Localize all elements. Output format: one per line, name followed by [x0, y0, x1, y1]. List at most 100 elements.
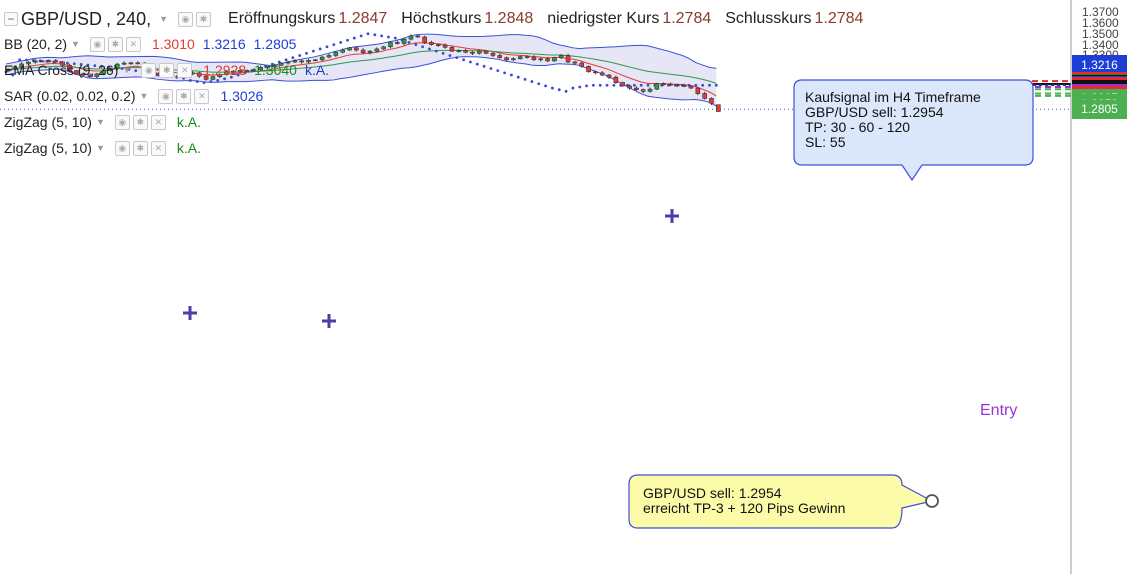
price-label: 1.3216: [1072, 55, 1127, 75]
sar-dot: [189, 79, 192, 82]
eye-icon[interactable]: ◉: [158, 88, 174, 104]
indicator-label[interactable]: ZigZag (5, 10): [4, 140, 92, 156]
gear-icon[interactable]: ✱: [132, 114, 148, 130]
gear-icon[interactable]: ✱: [159, 62, 175, 78]
callout-line: erreicht TP-3 + 120 Pips Gewinn: [643, 500, 846, 516]
candle: [449, 46, 455, 52]
candle: [531, 55, 537, 61]
sar-dot: [311, 49, 315, 53]
candle: [128, 61, 134, 65]
candle: [39, 60, 45, 63]
chevron-down-icon[interactable]: ▼: [95, 117, 105, 127]
sar-dot: [107, 65, 110, 69]
close-icon[interactable]: ✕: [150, 140, 166, 156]
chevron-down-icon[interactable]: ▼: [139, 91, 149, 101]
close-icon[interactable]: ✕: [150, 114, 166, 130]
candle: [654, 82, 660, 91]
sar-dot: [414, 43, 418, 47]
sar-dot: [571, 86, 575, 90]
candle: [688, 85, 694, 89]
gear-icon[interactable]: ✱: [107, 36, 123, 52]
candle: [12, 65, 18, 71]
candle: [647, 87, 653, 93]
sar-dot: [469, 60, 472, 64]
candle: [668, 82, 673, 86]
collapse-icon[interactable]: −: [4, 12, 18, 26]
callout-line: SL: 55: [805, 134, 846, 150]
sar-dot: [270, 62, 274, 66]
candle: [101, 69, 106, 76]
candle: [26, 61, 31, 66]
indicator-label[interactable]: EMA Cross (9, 26): [4, 62, 119, 78]
sar-dot: [448, 54, 452, 57]
y-tick-label: 1.3500: [1082, 26, 1119, 41]
timeframe[interactable]: 240: [116, 8, 147, 29]
anchor-circle-icon[interactable]: [925, 494, 939, 508]
sar-dot: [339, 41, 343, 44]
symbol-name[interactable]: GBP/USD: [21, 8, 103, 29]
top-callout-bubble[interactable]: [793, 79, 1034, 182]
indicator-label[interactable]: ZigZag (5, 10): [4, 114, 92, 130]
y-tick-label: 1.3400: [1082, 37, 1119, 52]
eye-icon[interactable]: ◉: [114, 140, 130, 156]
close-icon[interactable]: ✕: [194, 88, 210, 104]
sar-dot: [557, 88, 561, 92]
eye-icon[interactable]: ◉: [89, 36, 105, 52]
eye-icon[interactable]: ◉: [114, 114, 130, 130]
chevron-down-icon[interactable]: ▼: [159, 14, 169, 24]
chevron-down-icon[interactable]: ▼: [95, 143, 105, 153]
indicator-value: k.A.: [176, 114, 201, 130]
candle: [606, 73, 612, 79]
candle: [675, 83, 680, 88]
sar-dot: [694, 83, 698, 87]
candle: [94, 72, 100, 79]
sar-dot: [537, 82, 541, 86]
sar-dot: [277, 60, 281, 64]
gear-icon[interactable]: ✱: [176, 88, 192, 104]
y-tick-label: 1.3700: [1082, 5, 1119, 19]
open-value: 1.2847: [338, 10, 388, 27]
bollinger-band: [5, 33, 717, 107]
sar-dot: [632, 83, 636, 87]
candle: [53, 58, 59, 64]
sar-dot: [359, 34, 363, 38]
eye-icon[interactable]: ◉: [141, 62, 157, 78]
gear-icon[interactable]: ✱: [196, 11, 212, 27]
indicator-label[interactable]: BB (20, 2): [4, 36, 68, 52]
sar-dot: [373, 33, 377, 37]
entry-label: Entry: [980, 402, 1018, 419]
indicator-label[interactable]: SAR (0.02, 0.02, 0.2): [4, 88, 136, 104]
candle: [121, 61, 127, 66]
chevron-down-icon[interactable]: ▼: [122, 65, 132, 75]
candle: [627, 84, 632, 90]
close-icon[interactable]: ✕: [177, 62, 193, 78]
candle: [367, 50, 373, 55]
candle: [278, 62, 284, 67]
candle: [299, 59, 304, 64]
candle: [456, 49, 462, 53]
sar-dot: [503, 71, 506, 75]
sar-dot: [612, 83, 616, 87]
chevron-down-icon[interactable]: ▼: [71, 39, 80, 49]
sar-dot: [564, 89, 568, 93]
candle: [340, 48, 345, 54]
low-value: 1.2784: [662, 10, 712, 27]
candle: [258, 65, 264, 71]
candle: [593, 70, 598, 75]
close-icon[interactable]: ✕: [125, 36, 141, 52]
candle: [463, 48, 468, 54]
candle: [231, 70, 236, 74]
sar-dot: [66, 61, 69, 65]
candle: [395, 40, 400, 45]
eye-icon[interactable]: ◉: [178, 11, 194, 27]
candle: [620, 81, 626, 87]
candle: [388, 41, 393, 49]
gear-icon[interactable]: ✱: [132, 140, 148, 156]
sar-dot: [86, 63, 90, 67]
callout-line: GBP/USD sell: 1.2954: [643, 485, 782, 501]
candle: [695, 86, 701, 96]
sar-dot: [223, 77, 226, 81]
bottom-callout-bubble[interactable]: [628, 474, 934, 529]
candle: [374, 47, 380, 53]
ema-slow-line: [5, 49, 717, 84]
